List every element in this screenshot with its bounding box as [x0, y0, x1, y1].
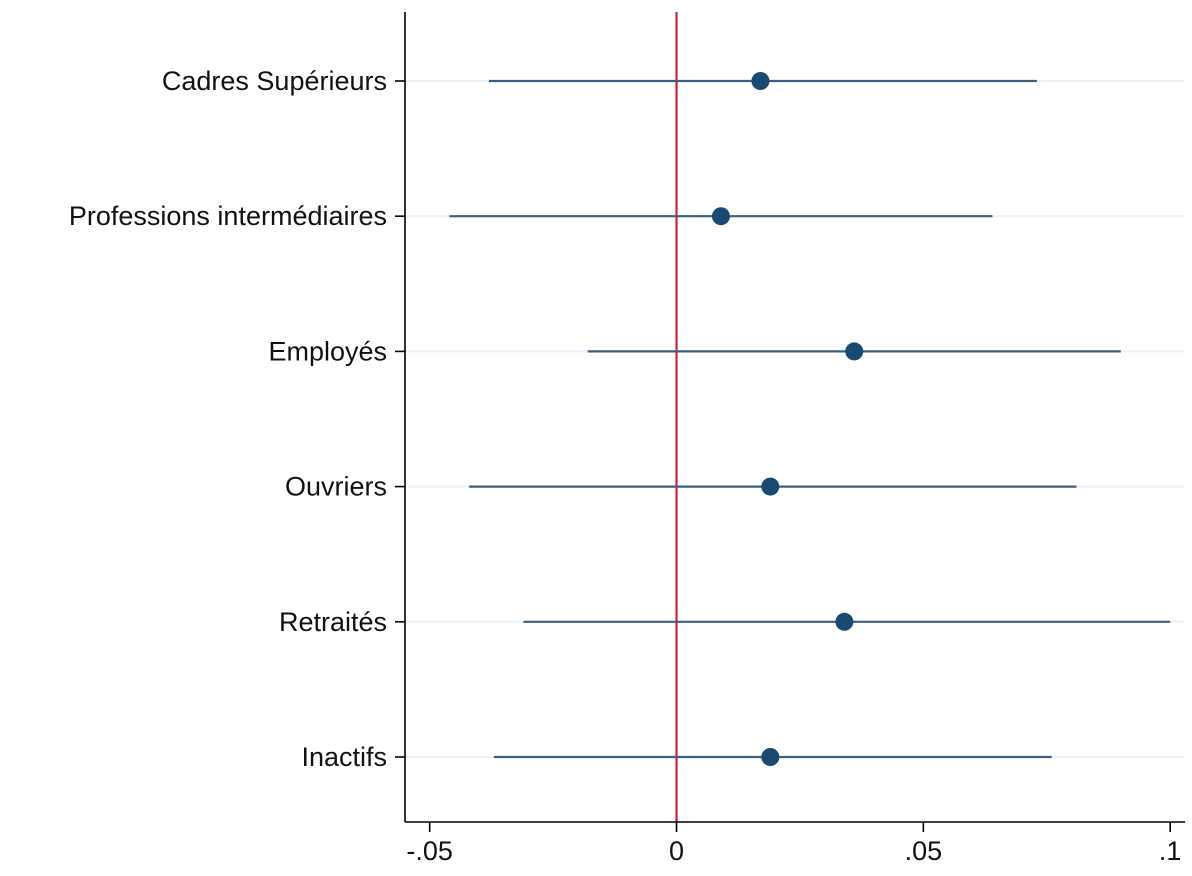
point-estimate — [711, 207, 730, 226]
x-tick-label: -.05 — [406, 836, 453, 866]
point-estimate — [761, 477, 780, 496]
x-tick-label: .1 — [1159, 836, 1182, 866]
x-tick-label: .05 — [905, 836, 943, 866]
y-tick-label: Retraités — [279, 607, 387, 637]
point-estimate — [751, 72, 770, 90]
point-estimate — [761, 748, 780, 766]
y-tick-label: Professions intermédiaires — [69, 201, 387, 231]
y-tick-label: Inactifs — [301, 742, 387, 772]
point-estimate — [845, 342, 864, 361]
y-tick-label: Employés — [268, 336, 387, 366]
y-tick-label: Ouvriers — [285, 472, 387, 502]
point-estimate — [835, 612, 854, 631]
y-tick-label: Cadres Supérieurs — [162, 66, 387, 96]
x-tick-label: 0 — [669, 836, 684, 866]
